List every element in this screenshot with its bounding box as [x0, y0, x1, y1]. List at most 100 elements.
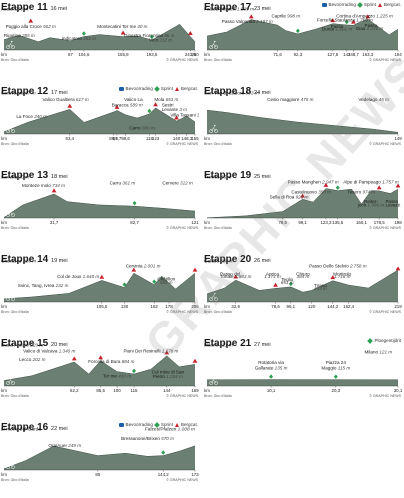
place-label: Valico di Valcava 1.340 m — [23, 348, 75, 353]
source-note: Bron: Giro d'Italia — [1, 226, 29, 230]
cyclist-icon — [6, 124, 15, 133]
legend-label: Bevoorrading — [125, 86, 153, 91]
km-label: km — [1, 52, 7, 57]
source-note: Bron: Giro d'Italia — [204, 394, 232, 398]
profile-line — [3, 107, 196, 132]
climb-marker — [351, 19, 356, 24]
sprint-marker — [288, 281, 293, 287]
km-tick-label: 99,1 — [298, 220, 307, 225]
km-label: km — [1, 220, 7, 225]
km-tick-label: 105,5 — [96, 304, 108, 309]
credit-note: © GRAPHIC NEWS — [166, 226, 198, 230]
climb-marker — [67, 103, 73, 108]
place-label: Ginestra Fiorentina 56 m — [124, 33, 175, 38]
place-label: La Foce 240 m — [16, 114, 47, 119]
sprint-marker — [152, 279, 157, 284]
place-label: Mortirolo — [333, 271, 351, 276]
place-label: Poggio alla Croce 502 m — [6, 24, 56, 29]
profile-area — [207, 269, 398, 302]
sprint-marker — [295, 28, 300, 34]
place-label: Rigutino 285 m — [4, 33, 35, 38]
cyclist-icon — [209, 208, 218, 217]
profile-area — [207, 19, 398, 50]
stage-header: Etappe 19 25 mei — [204, 168, 271, 183]
stage-panel-7: 105,5 130 162 178 206 Cervinia 2.001 m Col de … — [0, 252, 199, 314]
km-tick-label: 87 — [68, 52, 73, 57]
km-label: km — [1, 136, 7, 141]
km-tick-label: 71,6 — [273, 52, 282, 57]
km-tick-label: 32,9 — [231, 304, 240, 309]
stage-panel-1: 87 104,6 155,9 193,5 243,9 250 Poggio alla Cro… — [0, 0, 199, 62]
stage-title: Etappe 15 — [1, 338, 52, 349]
stage-panel-10: 10,1 20,3 30,1 Milano 121 m Rotatoria via Gal… — [203, 336, 402, 398]
km-tick-label: 62,2 — [70, 388, 79, 393]
start-label: Seravezza 57 m — [1, 91, 36, 97]
stage-header: Etappe 14 19 mei — [1, 252, 68, 267]
stage-profile-svg: 149 Cesio maggiore 475 m Vedelago 45 m San … — [204, 91, 402, 142]
km-tick-label: 98,6 — [121, 136, 130, 141]
place-label: 1.718 m — [334, 274, 351, 279]
place-label: Passo — [385, 199, 398, 204]
km-label: km — [1, 388, 7, 393]
km-tick-label: 144,2 — [158, 472, 170, 477]
place-label: Teglio — [281, 277, 293, 282]
place-label: Castelnuovo 358 m — [291, 190, 331, 195]
km-tick-label: 219 — [394, 304, 402, 309]
km-tick-label: 149 — [394, 136, 402, 141]
cyclist-icon — [6, 292, 15, 301]
profile-area — [207, 188, 398, 218]
place-label: Reiter- — [364, 199, 378, 204]
profile-line — [3, 272, 196, 300]
stage-profile-svg: 31,7 82,7 121 Monteze molo 734 m Carru 361 m… — [1, 175, 199, 226]
climb-icon — [174, 86, 179, 91]
km-tick-label: 104,6 — [78, 52, 90, 57]
start-label: Li mone Sul Garda — [1, 427, 41, 433]
source-note: Bron: Giro d'Italia — [1, 58, 29, 62]
stage-panel-3: 53,4 88,9 91,7 98,6 118 123 140 148,3 155 Valico … — [0, 84, 199, 146]
profile-line — [206, 269, 399, 295]
km-tick-label: 85,5 — [96, 388, 105, 393]
place-label: Tirano — [314, 283, 327, 288]
credit-note: © GRAPHIC NEWS — [166, 394, 198, 398]
place-label: 851 m — [281, 280, 294, 285]
place-label: Tonale 1.883 m — [220, 274, 252, 279]
cyclist-icon — [209, 292, 218, 301]
place-label: Caprile 998 m — [271, 13, 300, 18]
place-label: Valico La — [124, 97, 143, 102]
climb-marker — [71, 356, 77, 361]
profile-line — [3, 445, 196, 470]
start-label: Treviso 15 m — [204, 175, 232, 181]
place-label: joch 1.996 m — [357, 202, 384, 207]
stage-title: Etappe 11 — [1, 2, 51, 13]
km-tick-label: 88,9 — [109, 136, 118, 141]
place-label: Carru 361 m — [110, 180, 136, 185]
place-label: Rotatoria via — [258, 360, 284, 365]
profile-line — [206, 109, 399, 133]
stage-date: 22 mei — [51, 426, 68, 432]
profile-area — [4, 355, 195, 386]
place-label: Cul mine di San — [152, 370, 185, 375]
km-tick-label: 148,3 — [181, 136, 193, 141]
km-tick-label: 30,1 — [394, 388, 402, 393]
credit-note: © GRAPHIC NEWS — [369, 142, 401, 146]
km-tick-label: 162 — [151, 304, 159, 309]
place-label: Indicatore 262 m — [62, 36, 96, 41]
km-tick-label: 31,7 — [50, 220, 59, 225]
stage-header: Etappe 21 27 mei — [204, 336, 271, 351]
place-label: Piani Dei Resinelli 1.278 m — [123, 348, 178, 353]
profile-line — [206, 188, 399, 219]
km-tick-label: 115 — [130, 388, 138, 393]
legend-label: Sprint — [160, 86, 173, 91]
climb-marker — [395, 266, 401, 271]
stage-panel-2: 71,6 92,3 127,8 142 148,7 163,3 194 Caprile 998… — [203, 0, 402, 62]
km-tick-label: 20,3 — [332, 388, 341, 393]
place-label: Valico Gualtiera 617 m — [43, 97, 89, 102]
stage-panel-6: 78,5 99,1 123,3 135,5 160,1 178,5 198 Passo Man… — [203, 168, 402, 230]
place-label: Lavazè 1.805 m — [385, 202, 402, 207]
km-label: km — [204, 136, 210, 141]
place-label: Forcella Staulanza 1.766 m — [317, 18, 373, 23]
km-tick-label: 127,8 — [327, 52, 339, 57]
place-label: Cortina d'Ampezzo 1.225 m — [336, 13, 393, 18]
